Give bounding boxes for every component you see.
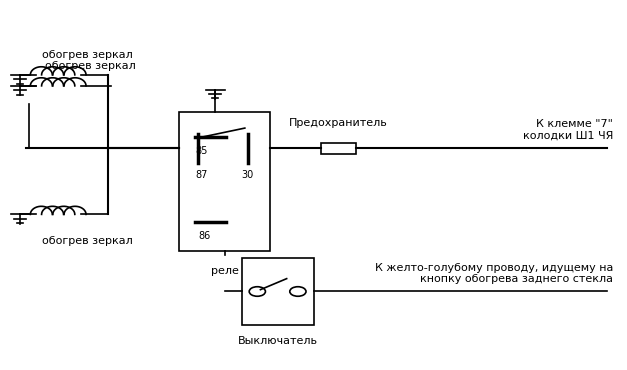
Text: Предохранитель: Предохранитель [289, 118, 388, 128]
Text: 87: 87 [195, 170, 208, 180]
Text: К желто-голубому проводу, идущему на
кнопку обогрева заднего стекла: К желто-голубому проводу, идущему на кно… [375, 263, 613, 284]
Text: К клемме "7"
колодки Ш1 ЧЯ: К клемме "7" колодки Ш1 ЧЯ [523, 120, 613, 141]
Bar [321, 143, 356, 154]
Text: обогрев зеркал: обогрев зеркал [45, 61, 136, 71]
Text: обогрев зеркал: обогрев зеркал [42, 50, 133, 60]
Text: 30: 30 [242, 170, 254, 180]
Text: Выключатель: Выключатель [238, 336, 318, 346]
Bar [179, 112, 270, 251]
Bar [242, 258, 314, 324]
Text: 86: 86 [198, 231, 210, 241]
Text: 85: 85 [195, 147, 208, 157]
Circle shape [290, 287, 306, 296]
Circle shape [249, 287, 265, 296]
Text: реле: реле [211, 266, 238, 276]
Text: обогрев зеркал: обогрев зеркал [42, 236, 133, 246]
